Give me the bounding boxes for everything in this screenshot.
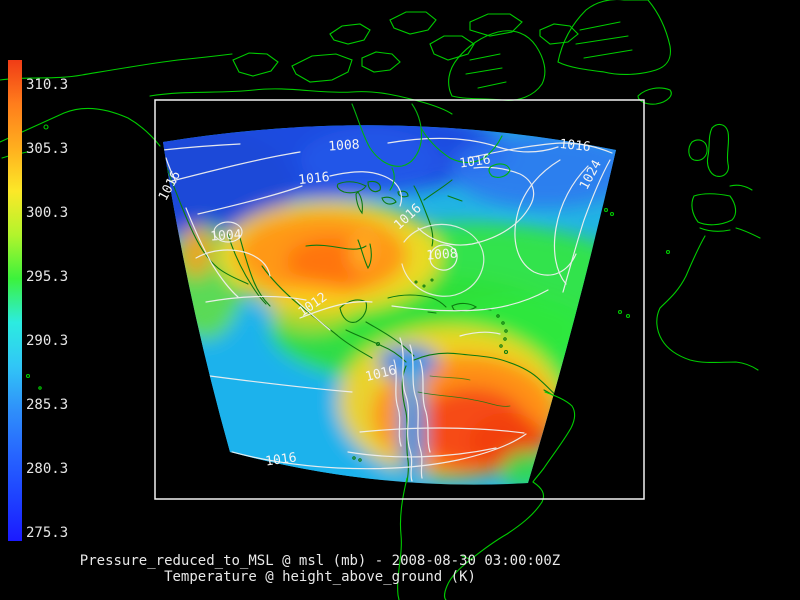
colorbar-tick: 295.3 (26, 269, 69, 285)
display-boundary (154, 99, 645, 500)
contour-label: 1016 (297, 169, 331, 189)
colorbar-tick: 275.3 (26, 525, 69, 541)
colorbar-tick: 290.3 (26, 333, 69, 349)
contour-label: 1008 (425, 246, 459, 264)
colorbar-gradient (8, 60, 22, 541)
caption: Pressure_reduced_to_MSL @ msl (mb) - 200… (0, 553, 640, 585)
colorbar-tick: 300.3 (26, 205, 69, 221)
coastlines-ocean (0, 0, 761, 600)
colorbar-tick: 285.3 (26, 397, 69, 413)
contour-label: 1004 (209, 227, 243, 245)
temperature-field-layer (163, 125, 616, 485)
colorbar-tick: 280.3 (26, 461, 69, 477)
pressure-contours (163, 137, 613, 482)
contour-label: 1008 (327, 137, 361, 155)
contour-label: 1016 (558, 136, 592, 156)
caption-line2: Temperature @ height_above_ground (K) (164, 569, 476, 585)
caption-line1: Pressure_reduced_to_MSL @ msl (mb) - 200… (79, 553, 561, 569)
colorbar-tick: 310.3 (26, 77, 69, 93)
colorbar-tick: 305.3 (26, 141, 69, 157)
